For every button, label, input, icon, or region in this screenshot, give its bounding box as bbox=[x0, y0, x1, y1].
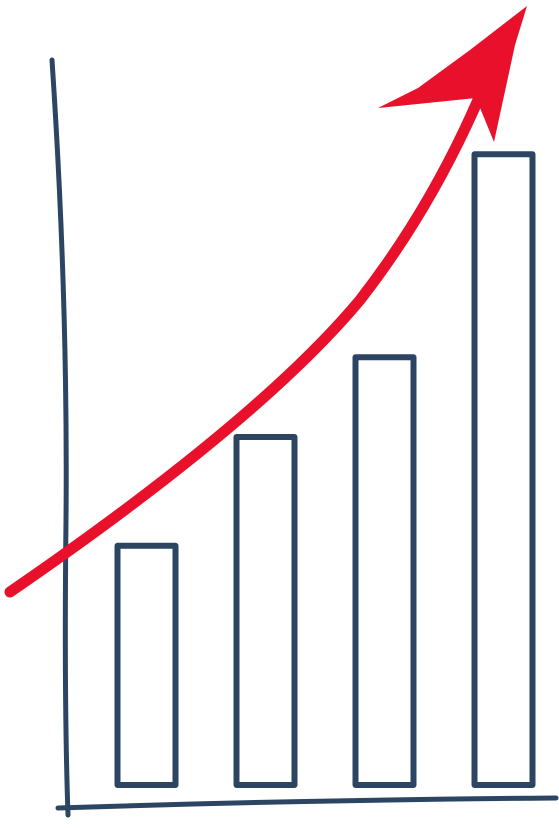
trend-arrow-shaft bbox=[4, 94, 484, 598]
bar bbox=[233, 434, 298, 788]
bar bbox=[471, 151, 536, 788]
bar bbox=[352, 354, 417, 788]
y-axis bbox=[49, 57, 71, 818]
bars bbox=[114, 151, 536, 788]
trend-arrow-head bbox=[378, 6, 527, 142]
bar bbox=[114, 542, 179, 788]
x-axis bbox=[55, 795, 559, 811]
